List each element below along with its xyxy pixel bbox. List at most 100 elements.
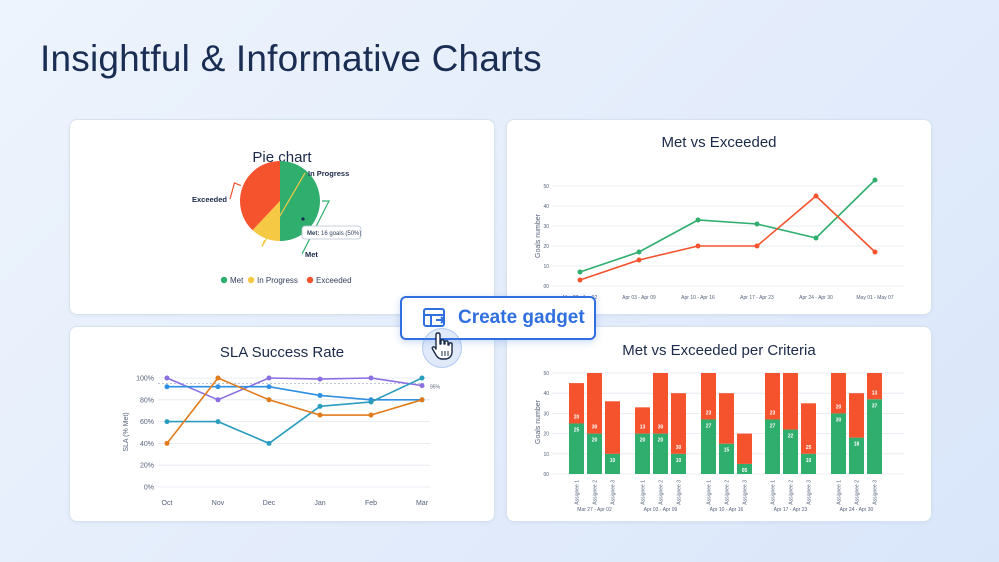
bar-value-label: 25 — [806, 445, 812, 451]
y-tick-label: 80% — [140, 397, 154, 404]
x-tick-label: Mar — [416, 500, 429, 507]
y-tick-label: 40 — [543, 204, 549, 210]
bar-exceeded — [569, 383, 584, 424]
chart-title: Met vs Exceeded per Criteria — [622, 342, 816, 359]
pie-callout-label: Met — [305, 250, 318, 259]
x-tick-label: Assignee 2 — [725, 480, 731, 505]
legend-swatch — [247, 276, 255, 284]
bar-exceeded — [765, 373, 780, 420]
data-point — [266, 375, 272, 381]
x-tick-label: Assignee 2 — [593, 480, 599, 505]
y-tick-label: 100% — [136, 376, 154, 383]
data-point — [266, 440, 272, 446]
pie-callout-label: Exceeded — [192, 195, 227, 204]
series-line — [166, 377, 423, 444]
series-line — [167, 377, 423, 445]
x-tick-label: Assignee 3 — [611, 480, 617, 505]
group-label: Apr 24 - Apr 30 — [840, 507, 874, 513]
data-point — [695, 243, 701, 249]
data-point — [419, 383, 425, 389]
gadget-icon — [423, 308, 446, 327]
bar-value-label: 10 — [610, 458, 616, 464]
bar-value-label: 22 — [788, 434, 794, 440]
data-point — [215, 384, 221, 390]
bar-value-label: 23 — [770, 410, 776, 416]
data-point — [266, 384, 272, 390]
group-label: Apr 10 - Apr 16 — [710, 507, 744, 513]
sla-success-rate-card[interactable]: SLA Success Rate 100% 80% 60% 40% 20% 0% SLA (%… — [69, 326, 495, 522]
bar-value-label: 15 — [724, 448, 730, 454]
data-point — [577, 277, 583, 283]
pie-slice — [252, 201, 280, 241]
bar-value-label: 30 — [836, 417, 842, 423]
x-tick-label: Jan — [314, 500, 325, 507]
chart-title: SLA Success Rate — [220, 344, 344, 361]
x-tick-label: Apr 24 - Apr 30 — [799, 295, 833, 301]
data-point — [813, 235, 819, 241]
data-point — [317, 412, 323, 418]
data-point — [636, 257, 642, 263]
y-tick-label: 40% — [140, 441, 154, 448]
met-vs-exceeded-per-criteria-chart: Met vs Exceeded per Criteria 50 40 30 20 10 00… — [535, 342, 904, 513]
data-point — [215, 419, 221, 425]
pointer-hand-icon — [422, 328, 462, 368]
y-tick-label: 50 — [543, 184, 549, 190]
legend-label: Met — [230, 276, 244, 285]
bar-exceeded — [831, 373, 846, 414]
data-point — [164, 440, 170, 446]
group-label: Apr 17 - Apr 23 — [774, 507, 808, 513]
x-tick-label: Apr 03 - Apr 09 — [622, 295, 656, 301]
bar-exceeded — [587, 373, 602, 434]
data-point — [164, 384, 170, 390]
x-tick-label: Feb — [365, 500, 377, 507]
bar-exceeded — [849, 393, 864, 438]
bar-value-label: 25 — [574, 428, 580, 434]
create-gadget-label: Create gadget — [458, 307, 585, 328]
bar-met — [765, 419, 780, 474]
bar-met — [783, 429, 798, 474]
pie-chart-card[interactable]: Pie chart In Progress Exceeded Met Met: 16 g… — [69, 119, 495, 315]
bar-exceeded — [719, 393, 734, 444]
bar-exceeded — [653, 373, 668, 434]
bar-value-label: 10 — [806, 458, 812, 464]
data-point — [215, 397, 221, 403]
y-tick-label: 0% — [144, 485, 154, 492]
data-point — [695, 217, 701, 223]
data-point — [754, 221, 760, 227]
data-point — [164, 375, 170, 381]
bar-met — [801, 453, 816, 474]
bar-value-label: 23 — [706, 410, 712, 416]
y-axis-label: SLA (% Met) — [123, 412, 130, 451]
x-tick-label: Assignee 1 — [707, 480, 713, 505]
data-point — [368, 399, 374, 405]
met-vs-exceeded-per-criteria-card[interactable]: Met vs Exceeded per Criteria 50 40 30 20 10 00… — [506, 326, 932, 522]
bar-met — [569, 423, 584, 474]
data-point — [368, 375, 374, 381]
bar-met — [671, 453, 686, 474]
tooltip-value: 16 goals (50%) — [319, 231, 361, 237]
x-tick-label: Assignee 2 — [855, 480, 861, 505]
data-point — [754, 243, 760, 249]
bar-met — [653, 433, 668, 474]
data-point — [215, 375, 221, 381]
x-tick-label: Assignee 3 — [677, 480, 683, 505]
bar-value-label: 13 — [640, 425, 646, 431]
pie-callout-label: In Progress — [308, 169, 349, 178]
data-point — [368, 412, 374, 418]
tooltip-marker — [301, 217, 305, 221]
page-title: Insightful & Informative Charts — [40, 38, 542, 79]
bar-exceeded — [605, 401, 620, 454]
legend-swatch — [220, 276, 228, 284]
pie-tooltip-box — [301, 225, 362, 240]
bar-value-label: 37 — [872, 403, 878, 409]
legend-label: In Progress — [257, 276, 298, 285]
met-vs-exceeded-card[interactable]: Met vs Exceeded 50 40 30 20 10 00 Goals number M… — [506, 119, 932, 315]
sla-success-rate-chart: SLA Success Rate 100% 80% 60% 40% 20% 0% SLA (%… — [123, 344, 441, 507]
bar-value-label: 20 — [574, 415, 580, 421]
series-line — [166, 377, 423, 401]
bar-value-label: 20 — [592, 438, 598, 444]
x-tick-label: Apr 10 - Apr 16 — [681, 295, 715, 301]
data-point — [872, 177, 878, 183]
bar-value-label: 20 — [836, 404, 842, 410]
bar-exceeded — [635, 407, 650, 434]
